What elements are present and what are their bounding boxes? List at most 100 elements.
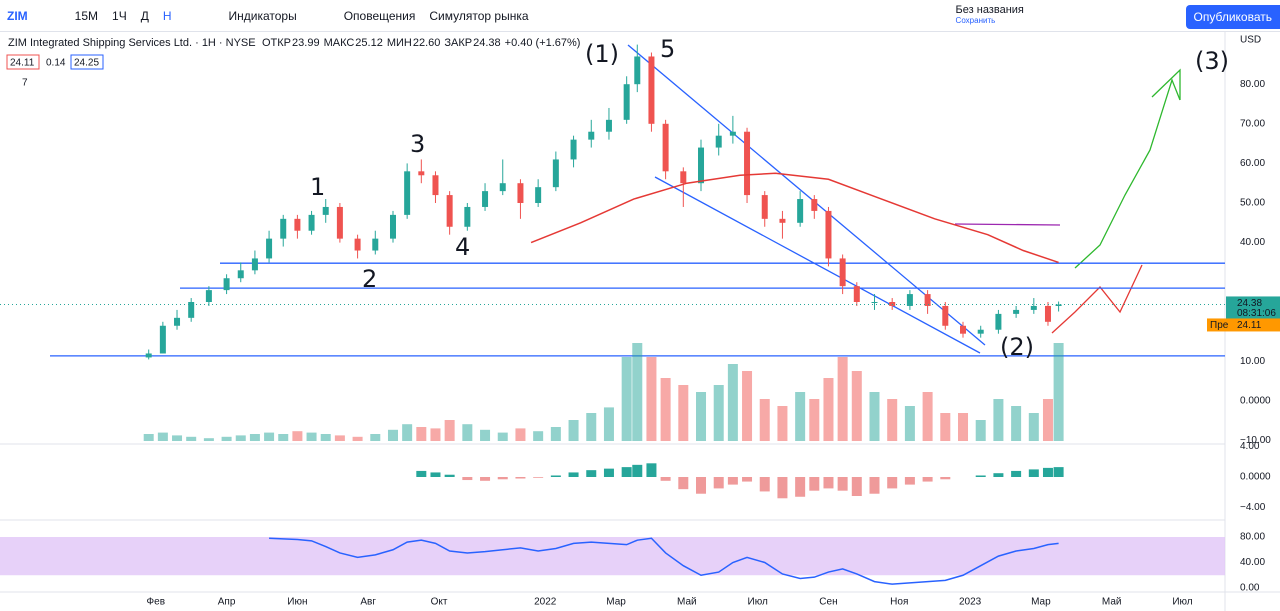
save[interactable]: Сохранить [955,16,996,25]
currency: USD [1240,35,1261,46]
annotation: 4 [455,233,470,261]
legend-item: МАКС [324,37,355,49]
volume-bar [646,357,657,441]
candle-body [1055,304,1062,306]
candle-body [906,294,913,306]
volume-bar [221,436,232,441]
macd-bar [993,473,1004,477]
x-tick-label: Май [677,597,697,608]
replay[interactable]: Симулятор рынка [429,8,529,23]
candle-body [811,199,818,211]
macd-tick-label: 0.0000 [1240,472,1271,483]
annotation: 1 [310,173,325,201]
layout[interactable]: Без названия Сохранить [956,5,1024,26]
macd-bar [568,472,579,477]
macd-bar [940,477,951,480]
candle-body [729,131,736,136]
macd-bar [922,477,933,482]
interval[interactable]: Д [140,8,149,23]
candle-body [237,270,244,279]
y-tick-label: −10.00 [1240,435,1271,446]
interval[interactable]: 15М [74,8,99,23]
rsi-tick-label: 0.00 [1240,583,1260,594]
volume-bar [777,406,788,441]
volume-bar [993,399,1004,441]
volume-bar [759,399,770,441]
volume-bar [603,407,614,441]
x-tick-label: Май [1102,597,1122,608]
legend-item: 22.60 [413,37,441,49]
candle-body [294,218,301,231]
candle-body [336,206,343,239]
macd-tick-label: −4.00 [1240,502,1266,513]
x-tick-label: Ноя [890,597,908,608]
volume-bar [249,434,260,441]
volume-bar [1042,399,1053,441]
alerts[interactable]: Оповещения [343,8,416,23]
macd-bar [1028,469,1039,477]
annotation: (2) [1000,333,1034,361]
volume-bar [402,424,413,441]
macd-bar [777,477,788,499]
rsi-line [269,537,1059,585]
y-tick-label: 10.00 [1240,356,1265,367]
volume-bar [678,385,689,441]
annotation: 5 [660,35,675,63]
macd-bar [416,470,427,477]
y-tick-label: 40.00 [1240,237,1265,248]
legend-name: ZIM Integrated Shipping Services Ltd. · … [8,37,256,49]
volume-bar [306,432,317,441]
volume-bar [632,343,643,441]
candle-body [715,135,722,148]
candle-body [744,131,751,196]
macd-bar [742,477,753,482]
x-tick-label: Апр [218,597,236,608]
macd-bar [678,477,689,490]
volume-bar [975,420,986,441]
quote: 24.11 [10,58,35,69]
publish[interactable]: Опубликовать [1185,5,1280,29]
annotation: (1) [585,40,619,68]
interval[interactable]: Н [162,8,172,23]
toolbar: ZIM 15М 1Ч Д Н Индикаторы Оповещения Сим… [0,0,1280,32]
volume-bar [497,432,508,441]
macd-bar [904,477,915,485]
macd-bar [696,477,707,494]
candle-body [205,290,212,302]
macd-bar [759,477,770,492]
candle-body [446,195,453,227]
macd-bar [887,477,898,489]
legend-item: +0.40 (+1.67%) [505,37,581,49]
x-tick-label: Июл [1172,597,1192,608]
candle-body [464,206,471,227]
candle-body [372,238,379,251]
volume-bar [334,435,345,441]
candle-body [389,214,396,239]
macd-bar [621,467,632,477]
candle-body [159,325,166,354]
candle-body [1013,309,1020,314]
candle-body [499,183,506,192]
macd-bar [480,477,491,481]
candle-body [552,159,559,188]
candle-body [535,187,542,203]
volume-bar [621,357,632,441]
candle-body [482,191,489,207]
volume-bar [235,435,246,441]
candle-body [662,123,669,172]
volume-bar [1053,343,1064,441]
volume-bar [550,427,561,441]
last-price: 24.38 [1237,298,1262,309]
candle-body [825,210,832,259]
interval[interactable]: 1Ч [112,8,127,23]
volume-bar [533,431,544,441]
x-tick-label: 2023 [959,597,982,608]
volume-bar [320,434,331,441]
volume-bar [352,436,363,441]
symbol[interactable]: ZIM [7,8,28,23]
indicators[interactable]: Индикаторы [228,8,297,23]
x-tick-label: 2022 [534,597,557,608]
volume-bar [660,378,671,441]
legend-item: 25.12 [355,37,383,49]
annotation: (3) [1195,47,1229,75]
